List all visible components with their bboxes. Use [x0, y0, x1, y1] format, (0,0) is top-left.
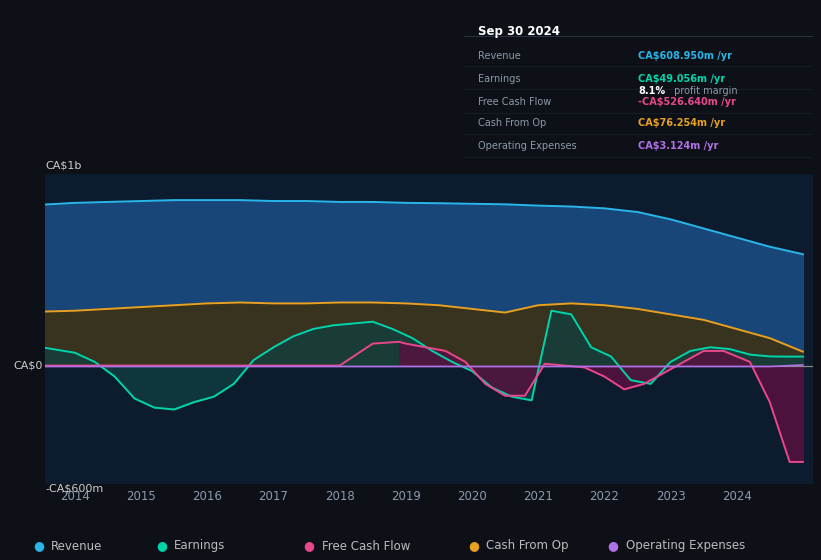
Text: Sep 30 2024: Sep 30 2024: [478, 25, 560, 38]
Text: Cash From Op: Cash From Op: [486, 539, 568, 553]
Text: -CA$600m: -CA$600m: [45, 483, 103, 493]
Text: Free Cash Flow: Free Cash Flow: [478, 97, 551, 107]
Text: Operating Expenses: Operating Expenses: [626, 539, 745, 553]
Text: Operating Expenses: Operating Expenses: [478, 142, 576, 151]
Text: ●: ●: [33, 539, 44, 553]
Text: Earnings: Earnings: [174, 539, 226, 553]
Text: CA$76.254m /yr: CA$76.254m /yr: [639, 118, 726, 128]
Text: CA$0: CA$0: [13, 361, 43, 371]
Text: Revenue: Revenue: [478, 50, 521, 60]
Text: CA$49.056m /yr: CA$49.056m /yr: [639, 74, 726, 83]
Text: ●: ●: [156, 539, 167, 553]
Text: Earnings: Earnings: [478, 74, 521, 83]
Text: profit margin: profit margin: [672, 86, 738, 96]
Text: 8.1%: 8.1%: [639, 86, 666, 96]
Text: Revenue: Revenue: [51, 539, 103, 553]
Text: CA$608.950m /yr: CA$608.950m /yr: [639, 50, 732, 60]
Text: -CA$526.640m /yr: -CA$526.640m /yr: [639, 97, 736, 107]
Text: ●: ●: [608, 539, 618, 553]
Text: Free Cash Flow: Free Cash Flow: [322, 539, 410, 553]
Text: ●: ●: [468, 539, 479, 553]
Text: Cash From Op: Cash From Op: [478, 118, 546, 128]
Text: CA$3.124m /yr: CA$3.124m /yr: [639, 142, 718, 151]
Text: ●: ●: [304, 539, 314, 553]
Text: CA$1b: CA$1b: [45, 161, 81, 171]
